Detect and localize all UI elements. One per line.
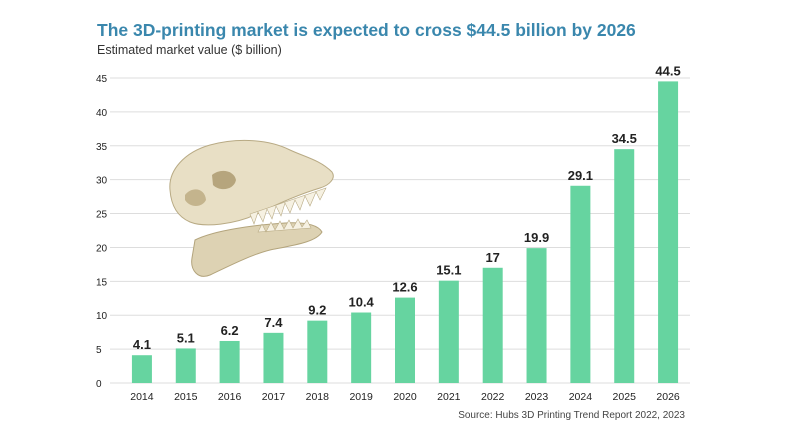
bar-2018	[307, 320, 328, 383]
skull-eye-socket	[212, 170, 236, 190]
bar-2023	[526, 248, 547, 383]
data-label: 12.6	[392, 280, 417, 295]
x-tick-label: 2026	[656, 391, 680, 403]
data-label: 7.4	[264, 315, 283, 330]
data-label: 6.2	[221, 323, 239, 338]
bar-2016	[219, 340, 240, 383]
x-tick-label: 2020	[393, 391, 417, 403]
skull-upper	[169, 139, 334, 226]
data-label: 34.5	[612, 131, 637, 146]
y-tick-label: 35	[96, 142, 108, 153]
x-tick-label: 2021	[437, 391, 461, 403]
bar-2021	[438, 280, 459, 383]
source-note: Source: Hubs 3D Printing Trend Report 20…	[458, 410, 685, 421]
data-label: 29.1	[568, 168, 593, 183]
y-tick-label: 20	[96, 243, 108, 254]
data-label: 19.9	[524, 230, 549, 245]
chart-title: The 3D-printing market is expected to cr…	[97, 20, 636, 40]
x-tick-label: 2024	[569, 391, 593, 403]
skull-lower-teeth	[257, 218, 312, 233]
y-tick-label: 15	[96, 277, 108, 288]
x-tick-label: 2023	[525, 391, 549, 403]
bar-2025	[614, 149, 635, 383]
data-label: 10.4	[348, 295, 374, 310]
bar-2026	[658, 81, 679, 383]
y-tick-label: 25	[96, 210, 108, 221]
data-label: 44.5	[655, 63, 680, 78]
x-tick-label: 2014	[130, 391, 154, 403]
skull-teeth	[249, 187, 327, 225]
bar-2022	[482, 267, 503, 383]
y-tick-label: 40	[96, 108, 108, 119]
bar-2014	[131, 355, 152, 383]
data-label: 4.1	[133, 337, 151, 352]
skull-temporal-opening	[185, 189, 206, 206]
bar-2019	[351, 312, 372, 383]
data-label: 5.1	[177, 330, 195, 345]
x-tick-label: 2022	[481, 391, 505, 403]
bar-2015	[175, 348, 196, 383]
y-tick-label: 30	[96, 176, 108, 187]
x-tick-label: 2019	[349, 391, 373, 403]
chart-subtitle: Estimated market value ($ billion)	[97, 43, 282, 57]
data-label: 17	[485, 250, 499, 265]
y-tick-label: 5	[96, 345, 102, 356]
data-label: 9.2	[308, 303, 326, 318]
skull-lower-jaw	[191, 222, 323, 277]
bar-2020	[395, 297, 415, 383]
dinosaur-skull-icon	[169, 139, 334, 277]
bar-2017	[263, 332, 284, 383]
x-tick-label: 2016	[218, 391, 242, 403]
x-tick-label: 2025	[613, 391, 637, 403]
y-tick-label: 45	[96, 74, 108, 85]
x-tick-label: 2017	[262, 391, 286, 403]
y-tick-label: 0	[96, 379, 102, 390]
data-label: 15.1	[436, 263, 461, 278]
x-tick-label: 2015	[174, 391, 198, 403]
x-tick-label: 2018	[306, 391, 330, 403]
bar-2024	[570, 185, 591, 383]
y-tick-label: 10	[96, 311, 108, 322]
